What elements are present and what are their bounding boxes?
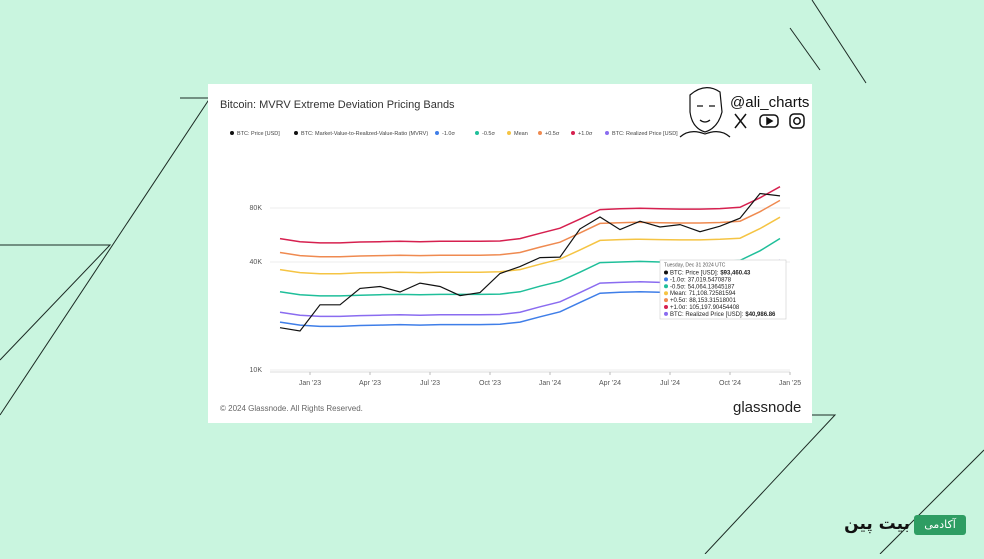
tooltip-value: $40,986.86 (745, 311, 776, 317)
tooltip-label: BTC: Price [USD]: (670, 270, 719, 276)
tooltip-row: -0.5σ: 54,064.13645187 (670, 284, 735, 290)
tooltip-swatch (664, 298, 668, 303)
tooltip-row: -1.0σ: 37,019.5470878 (670, 277, 732, 283)
tooltip-swatch (664, 291, 668, 296)
tooltip-label: -0.5σ: (670, 284, 686, 290)
legend-label: BTC: Realized Price [USD] (612, 131, 678, 137)
x-tick-label: Oct '23 (479, 380, 501, 387)
y-tick-label: 80K (250, 205, 263, 212)
tooltip-row: BTC: Realized Price [USD]: $40,986.86 (670, 311, 776, 317)
avatar (679, 87, 731, 138)
tooltip-value: 54,064.13645187 (688, 284, 735, 290)
legend-label: Mean (514, 131, 528, 137)
legend-swatch (475, 131, 479, 135)
tooltip-label: Mean: (670, 291, 687, 297)
x-tick-label: Jan '23 (299, 380, 321, 387)
chart-title: Bitcoin: MVRV Extreme Deviation Pricing … (220, 99, 455, 111)
social-icons (734, 113, 805, 129)
x-tick-label: Jan '24 (539, 380, 561, 387)
x-tick-label: Apr '23 (359, 380, 381, 387)
tooltip-row: +0.5σ: 88,153.31518001 (670, 298, 737, 304)
copyright: © 2024 Glassnode. All Rights Reserved. (220, 404, 363, 413)
tooltip-row: BTC: Price [USD]: $93,460.43 (670, 270, 751, 276)
tooltip-swatch (664, 305, 668, 309)
legend-swatch (294, 131, 298, 135)
x-tick-label: Apr '24 (599, 380, 621, 387)
tooltip-swatch (664, 311, 668, 316)
series-line (279, 199, 781, 258)
x-tick-label: Jul '24 (660, 380, 680, 387)
legend-swatch (507, 131, 511, 135)
x-tick-label: Oct '24 (719, 380, 741, 387)
tooltip-row: +1.0σ: 105,197.90454408 (670, 305, 740, 311)
series-line (279, 192, 781, 332)
legend-label: -0.5σ (482, 131, 495, 137)
y-tick-label: 40K (250, 259, 263, 266)
tooltip-swatch (664, 270, 668, 275)
tooltip-value: 71,108.72581594 (689, 291, 736, 297)
tooltip-value: $93,460.43 (720, 270, 751, 276)
legend-label: BTC: Price [USD] (237, 131, 280, 137)
legend-label: -1.0σ (442, 131, 455, 137)
tooltip-label: +0.5σ: (670, 298, 688, 304)
legend-swatch (571, 131, 575, 135)
tooltip-label: +1.0σ: (670, 305, 688, 311)
tooltip-swatch (664, 277, 668, 282)
y-tick-label: 10K (250, 367, 263, 374)
legend-swatch (538, 131, 542, 135)
series-line (279, 186, 781, 244)
watermark-badge (914, 515, 966, 535)
tooltip-value: 88,153.31518001 (689, 298, 736, 304)
tooltip-title: Tuesday, Dec 31 2024 UTC (664, 262, 726, 268)
tooltip-value: 37,019.5470878 (688, 277, 732, 283)
tooltip-box (659, 259, 787, 320)
tooltip-swatch (664, 284, 668, 289)
tooltip-label: BTC: Realized Price [USD]: (670, 311, 744, 317)
legend-swatch (435, 131, 439, 135)
tooltip-row: Mean: 71,108.72581594 (670, 291, 736, 297)
watermark-badge-text: آکادمی (924, 517, 957, 531)
tooltip: Tuesday, Dec 31 2024 UTC BTC: Price [USD]… (659, 259, 787, 320)
handle: @ali_charts (730, 94, 809, 111)
tooltip-value: 105,197.90454408 (689, 305, 740, 311)
legend-label: +0.5σ (545, 131, 560, 137)
x-tick-label: Jan '25 (779, 380, 801, 387)
watermark-name: بیت پین (844, 514, 910, 534)
brand: glassnode (733, 399, 801, 416)
legend-swatch (230, 131, 234, 135)
series-line (279, 216, 781, 275)
legend-label: BTC: Market-Value-to-Realized-Value-Rati… (301, 131, 428, 137)
legend-label: +1.0σ (578, 131, 593, 137)
legend-swatch (605, 131, 609, 135)
x-tick-label: Jul '23 (420, 380, 440, 387)
tooltip-label: -1.0σ: (670, 277, 686, 283)
